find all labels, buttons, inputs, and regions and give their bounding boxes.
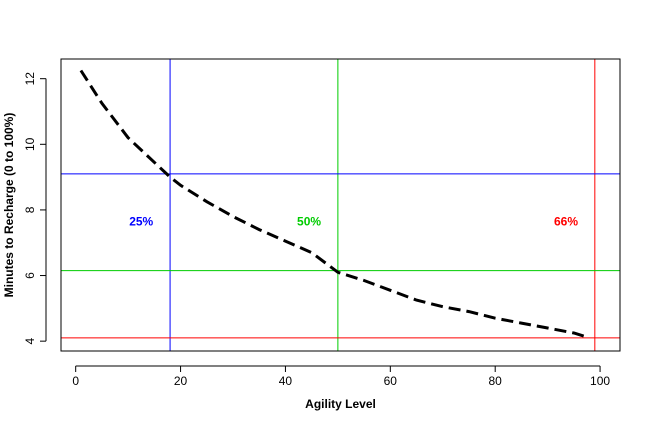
y-tick-label-6: 6 [23, 272, 37, 279]
x-tick-label-60: 60 [384, 374, 398, 388]
reference-lines [61, 59, 620, 351]
y-axis-title: Minutes to Recharge (0 to 100%) [2, 113, 16, 298]
series-group [79, 69, 585, 338]
annotation-2: 66% [554, 214, 578, 228]
plot-frame [60, 58, 621, 352]
annotations: 25% 50% 66% [129, 214, 578, 228]
x-axis: 0 20 40 60 80 100 [72, 365, 610, 388]
x-axis-title: Agility Level [305, 397, 376, 411]
x-tick-label-80: 80 [489, 374, 503, 388]
x-tick-label-40: 40 [279, 374, 293, 388]
y-tick-label-12: 12 [23, 72, 37, 86]
y-tick-label-8: 8 [23, 206, 37, 213]
annotation-1: 50% [297, 214, 321, 228]
y-axis: 4 6 8 10 12 [23, 72, 47, 345]
series-line-0 [79, 69, 585, 338]
x-tick-label-0: 0 [72, 374, 79, 388]
x-tick-label-20: 20 [174, 374, 188, 388]
y-tick-label-10: 10 [23, 137, 37, 151]
x-tick-label-100: 100 [590, 374, 610, 388]
annotation-0: 25% [129, 214, 153, 228]
y-tick-label-4: 4 [23, 338, 37, 345]
